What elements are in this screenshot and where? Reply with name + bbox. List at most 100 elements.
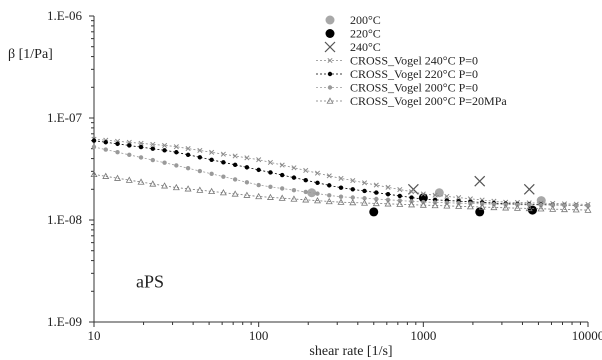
curve-marker bbox=[327, 193, 332, 198]
curve-marker bbox=[585, 203, 591, 208]
curve-marker bbox=[338, 175, 344, 181]
curve-marker bbox=[185, 146, 191, 152]
curve-marker bbox=[291, 188, 297, 193]
curve-marker bbox=[537, 205, 545, 212]
curve-marker bbox=[385, 197, 391, 202]
curve-marker bbox=[385, 192, 391, 197]
x-tick-label: 10 bbox=[88, 328, 101, 343]
curve-marker bbox=[408, 201, 416, 208]
curve-marker bbox=[90, 170, 98, 178]
curve-marker bbox=[184, 185, 192, 192]
curve-marker bbox=[209, 149, 215, 155]
data-point bbox=[523, 183, 535, 195]
tick-marks bbox=[89, 15, 589, 327]
legend-label: CROSS_Vogel 240°C P=0 bbox=[350, 54, 478, 68]
curve-marker bbox=[419, 201, 427, 208]
curve-marker bbox=[456, 195, 462, 201]
curve-marker bbox=[174, 150, 179, 155]
curve-marker bbox=[125, 176, 133, 183]
curve-marker bbox=[290, 195, 298, 202]
curve-marker bbox=[138, 144, 144, 150]
curve-marker bbox=[397, 193, 403, 199]
x-tick-label: 100 bbox=[249, 328, 269, 343]
curve-marker bbox=[502, 204, 510, 211]
curve-marker bbox=[103, 140, 108, 145]
x-axis-title: shear rate [1/s] bbox=[309, 344, 392, 359]
curve-marker bbox=[231, 190, 239, 197]
curve-marker bbox=[102, 172, 110, 179]
curve-marker bbox=[326, 173, 332, 179]
curve-marker bbox=[384, 200, 392, 207]
curve-marker bbox=[314, 170, 321, 176]
curve-marker bbox=[279, 186, 285, 191]
curve-marker bbox=[150, 146, 156, 151]
curve-marker bbox=[256, 157, 262, 163]
legend-label: CROSS_Vogel 220°C P=0 bbox=[350, 67, 478, 81]
legend-marker bbox=[326, 97, 334, 104]
curve-marker bbox=[278, 194, 286, 201]
curve-marker bbox=[572, 206, 580, 213]
legend-entry: 240°C bbox=[324, 40, 381, 54]
legend-label: 240°C bbox=[350, 40, 381, 54]
curve-marker bbox=[138, 155, 144, 160]
curve-marker bbox=[560, 205, 568, 213]
curve-marker bbox=[162, 160, 167, 165]
curve-marker bbox=[243, 191, 251, 198]
legend-entry: CROSS_Vogel 200°C P=20MPa bbox=[316, 94, 507, 108]
curve-marker bbox=[220, 151, 226, 157]
curve-marker bbox=[362, 196, 367, 201]
y-tick-label: 1.E-08 bbox=[47, 212, 82, 227]
curve-marker bbox=[338, 194, 344, 199]
y-tick-label: 1.E-07 bbox=[47, 110, 83, 125]
curve-marker bbox=[397, 186, 403, 193]
data-point bbox=[307, 188, 317, 198]
curve-marker bbox=[361, 199, 369, 206]
curve-marker bbox=[162, 142, 168, 148]
curve-marker bbox=[232, 153, 238, 159]
curve-marker bbox=[372, 199, 380, 207]
legend-marker bbox=[325, 29, 335, 38]
curve-marker bbox=[197, 155, 203, 160]
curve-marker bbox=[115, 150, 120, 155]
curve-marker bbox=[374, 190, 379, 195]
legend-entry: CROSS_Vogel 240°C P=0 bbox=[316, 54, 478, 68]
data-point bbox=[369, 207, 379, 217]
curve-marker bbox=[172, 183, 180, 191]
curve-marker bbox=[337, 198, 345, 205]
series-0 bbox=[307, 188, 546, 206]
curve-marker bbox=[455, 202, 463, 209]
curve-marker bbox=[185, 152, 191, 157]
curve-marker bbox=[313, 197, 321, 204]
data-point bbox=[474, 175, 486, 187]
series-layer bbox=[90, 136, 592, 217]
curve-marker bbox=[208, 187, 216, 195]
curve-marker bbox=[279, 162, 285, 168]
curve-marker bbox=[373, 182, 379, 188]
curve-marker bbox=[197, 147, 203, 153]
curve-marker bbox=[267, 159, 273, 165]
curve-marker bbox=[185, 166, 191, 171]
curve-marker bbox=[255, 192, 263, 200]
x-tick-label: 1000 bbox=[410, 328, 436, 343]
curve-marker bbox=[350, 195, 355, 200]
curve-marker bbox=[127, 152, 132, 158]
curve-marker bbox=[562, 203, 567, 208]
curve-marker bbox=[409, 189, 415, 195]
curve-marker bbox=[444, 193, 450, 199]
legend-marker bbox=[325, 15, 335, 25]
curve-marker bbox=[349, 198, 357, 206]
curve-marker bbox=[466, 203, 474, 210]
curve-marker bbox=[137, 178, 145, 185]
legend-marker bbox=[327, 85, 333, 90]
curve-marker bbox=[362, 188, 367, 194]
curve-marker bbox=[397, 198, 403, 203]
curve-marker bbox=[126, 139, 132, 145]
legend-marker bbox=[327, 57, 333, 64]
legend-entry: CROSS_Vogel 220°C P=0 bbox=[316, 67, 478, 81]
legend-label: 200°C bbox=[350, 13, 381, 27]
curve-marker bbox=[325, 197, 333, 205]
curve-marker bbox=[409, 195, 414, 200]
curve-marker bbox=[209, 171, 214, 177]
curve-marker bbox=[549, 205, 557, 212]
